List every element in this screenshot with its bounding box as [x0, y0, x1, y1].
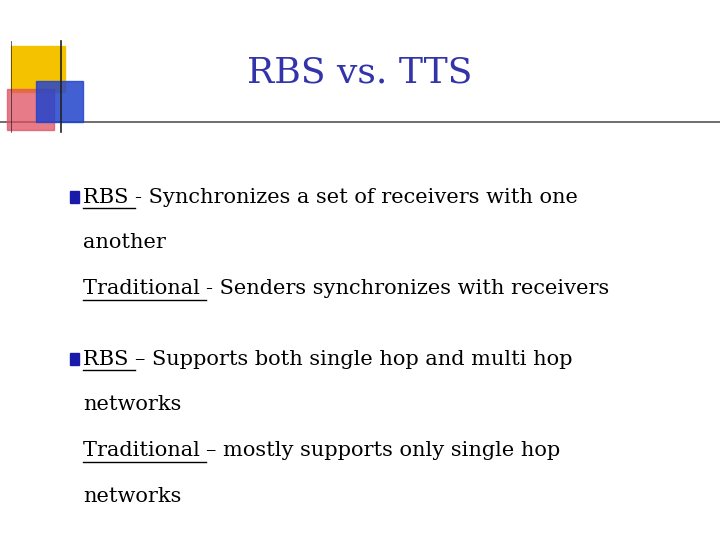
Text: – mostly supports only single hop: – mostly supports only single hop — [207, 441, 561, 461]
Text: RBS: RBS — [83, 187, 135, 207]
Text: Traditional: Traditional — [83, 279, 207, 299]
Text: RBS: RBS — [83, 349, 135, 369]
Text: networks: networks — [83, 395, 181, 415]
Text: Traditional: Traditional — [83, 441, 207, 461]
Text: networks: networks — [83, 487, 181, 507]
Text: - Senders synchronizes with receivers: - Senders synchronizes with receivers — [207, 279, 610, 299]
Bar — [70, 191, 79, 203]
Text: RBS vs. TTS: RBS vs. TTS — [247, 56, 473, 90]
Bar — [70, 353, 79, 365]
Text: – Supports both single hop and multi hop: – Supports both single hop and multi hop — [135, 349, 572, 369]
FancyBboxPatch shape — [7, 89, 54, 130]
Text: - Synchronizes a set of receivers with one: - Synchronizes a set of receivers with o… — [135, 187, 577, 207]
Text: another: another — [83, 233, 166, 253]
FancyBboxPatch shape — [11, 46, 65, 92]
FancyBboxPatch shape — [36, 81, 83, 122]
